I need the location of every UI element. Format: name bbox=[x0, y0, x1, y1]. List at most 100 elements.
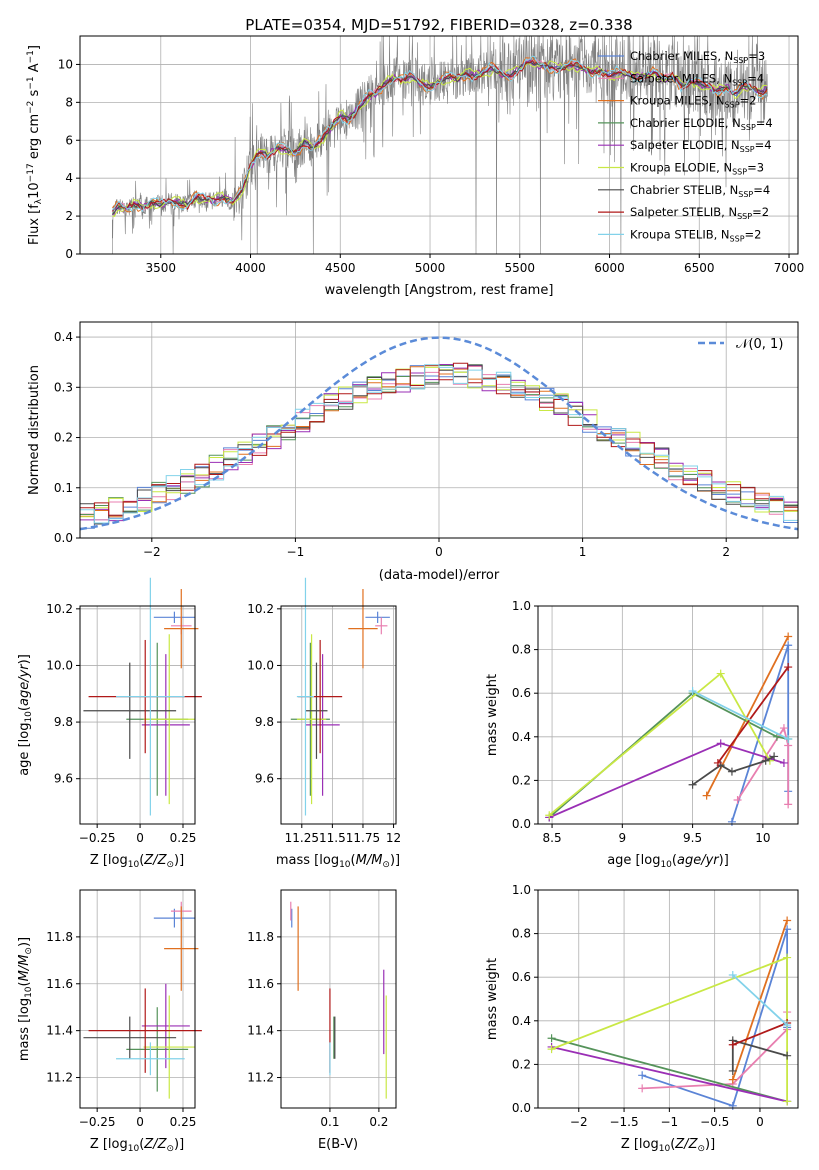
weight-line bbox=[551, 1046, 788, 1103]
weight-line bbox=[732, 1022, 788, 1046]
x-tick-label: 0.25 bbox=[170, 831, 197, 845]
plus-marker bbox=[783, 1021, 792, 1030]
y-tick-label: 11.4 bbox=[247, 1024, 274, 1038]
x-tick-label: 12 bbox=[386, 831, 401, 845]
weight-line bbox=[705, 636, 790, 797]
x-tick-label: 10 bbox=[755, 831, 770, 845]
y-tick-label: 0.1 bbox=[54, 481, 73, 495]
x-axis-label: mass [log10(M/M⊙)] bbox=[276, 853, 400, 870]
plus-marker bbox=[728, 1040, 737, 1049]
plus-marker bbox=[784, 800, 793, 809]
x-tick-label: 2 bbox=[722, 545, 730, 559]
x-tick-label: 6000 bbox=[594, 261, 625, 275]
y-tick-label: 9.8 bbox=[54, 715, 73, 729]
plus-marker bbox=[761, 756, 770, 765]
age-weight-panel: 8.5 9 9.5 10 0.0 0.2 0.4 0.6 0.8 1.0 age [log10(a… bbox=[485, 599, 799, 870]
model-line bbox=[111, 55, 768, 213]
x-axis-label: age [log10(age/yr)] bbox=[607, 853, 729, 870]
x-tick-label: 0.25 bbox=[170, 1115, 197, 1129]
z-age-panel: −0.25 0 0.25 9.6 9.8 10.0 10.2 Z [log10(Z/Z⊙)]… bbox=[17, 577, 202, 870]
x-tick-label: −0.25 bbox=[79, 1115, 116, 1129]
legend-label: Kroupa STELIB, NSSP=2 bbox=[630, 227, 761, 243]
legend-label: Salpeter ELODIE, NSSP=4 bbox=[630, 138, 772, 154]
y-tick-label: 1.0 bbox=[512, 599, 531, 613]
plus-marker bbox=[784, 734, 793, 743]
y-tick-label: 11.8 bbox=[46, 930, 73, 944]
legend-label: Chabrier MILES, NSSP=3 bbox=[630, 49, 765, 65]
y-tick-label: 0.0 bbox=[54, 531, 73, 545]
plus-marker bbox=[688, 780, 697, 789]
plus-marker bbox=[784, 641, 793, 650]
weight-line bbox=[717, 666, 789, 764]
plus-marker bbox=[716, 739, 725, 748]
y-axis-label: mass weight bbox=[485, 674, 500, 756]
y-tick-label: 4 bbox=[65, 171, 73, 185]
mass-age-panel: 11.25 11.5 11.75 12 9.6 9.8 10.0 10.2 mass [log… bbox=[247, 577, 401, 870]
x-tick-label: −0.5 bbox=[700, 1115, 729, 1129]
x-tick-label: −2 bbox=[143, 545, 161, 559]
x-axis-label: (data-model)/error bbox=[379, 568, 500, 583]
x-tick-label: 4500 bbox=[325, 261, 356, 275]
y-tick-label: 0.4 bbox=[512, 1014, 531, 1028]
normal-curve bbox=[80, 336, 798, 531]
x-axis-label: Z [log10(Z/Z⊙)] bbox=[90, 853, 184, 870]
plus-marker bbox=[784, 663, 793, 672]
residuals-panel: −2 −1 0 1 2 0.0 0.1 0.2 0.3 0.4 𝒩(0, 1) (data-mod… bbox=[27, 321, 799, 583]
x-tick-label: 0 bbox=[756, 1115, 764, 1129]
z-weight-panel: −2 −1.5 −1 −0.5 0 0.0 0.2 0.4 0.6 0.8 1.0 Z [log10… bbox=[485, 883, 799, 1154]
legend-label: Salpeter STELIB, NSSP=2 bbox=[630, 205, 769, 221]
y-axis-label: age [log10(age/yr)] bbox=[17, 654, 34, 776]
x-tick-label: −0.25 bbox=[79, 831, 116, 845]
x-tick-label: 5500 bbox=[505, 261, 536, 275]
x-tick-label: −1 bbox=[287, 545, 305, 559]
y-tick-label: 10.2 bbox=[46, 602, 73, 616]
legend-label: Salpeter MILES, NSSP=4 bbox=[630, 71, 764, 87]
x-tick-label: −2 bbox=[570, 1115, 588, 1129]
y-axis-label: mass [log10(M/M⊙)] bbox=[17, 937, 34, 1061]
model-line bbox=[111, 59, 768, 216]
plus-marker bbox=[783, 1051, 792, 1060]
legend-label: Chabrier ELODIE, NSSP=4 bbox=[630, 116, 773, 132]
y-tick-label: 0.2 bbox=[512, 1057, 531, 1071]
weight-line bbox=[551, 1037, 788, 1103]
y-tick-label: 11.6 bbox=[46, 977, 73, 991]
plus-marker bbox=[545, 811, 554, 820]
z-mass-panel: −0.25 0 0.25 11.2 11.4 11.6 11.8 Z [log10(Z/Z⊙… bbox=[17, 889, 202, 1154]
x-tick-label: 6500 bbox=[684, 261, 715, 275]
plus-marker bbox=[783, 953, 792, 962]
y-tick-label: 1.0 bbox=[512, 883, 531, 897]
y-tick-label: 2 bbox=[65, 209, 73, 223]
plus-marker bbox=[638, 1084, 647, 1093]
y-tick-label: 9.6 bbox=[54, 772, 73, 786]
y-axis-label: Flux [fλ10−17 erg cm−2 s−1 A−1] bbox=[26, 45, 44, 245]
plus-marker bbox=[733, 796, 742, 805]
y-tick-label: 0.2 bbox=[512, 773, 531, 787]
weight-line bbox=[692, 690, 789, 740]
x-tick-label: 11.75 bbox=[346, 831, 380, 845]
plus-marker bbox=[783, 1097, 792, 1106]
plus-marker bbox=[727, 767, 736, 776]
plus-marker bbox=[688, 687, 697, 696]
x-tick-label: 1 bbox=[579, 545, 587, 559]
plus-marker bbox=[783, 916, 792, 925]
x-tick-label: 11.25 bbox=[285, 831, 319, 845]
y-tick-label: 0.4 bbox=[54, 330, 73, 344]
plus-marker bbox=[716, 669, 725, 678]
x-tick-label: 0 bbox=[136, 1115, 144, 1129]
plus-marker bbox=[779, 758, 788, 767]
x-axis-label: wavelength [Angstrom, rest frame] bbox=[325, 283, 554, 298]
x-tick-label: 0.1 bbox=[320, 1115, 339, 1129]
y-axis-label: mass weight bbox=[485, 958, 500, 1040]
y-axis-label: Normed distribution bbox=[27, 365, 42, 495]
plus-marker bbox=[638, 1071, 647, 1080]
weight-line bbox=[548, 742, 785, 819]
x-tick-label: 4000 bbox=[235, 261, 266, 275]
legend: Chabrier MILES, NSSP=3 Salpeter MILES, NS… bbox=[598, 49, 773, 243]
plus-marker bbox=[728, 1066, 737, 1075]
y-tick-label: 0.2 bbox=[54, 431, 73, 445]
y-tick-label: 0.8 bbox=[512, 643, 531, 657]
y-tick-label: 0.6 bbox=[512, 970, 531, 984]
x-tick-label: 3500 bbox=[146, 261, 177, 275]
legend-label: Kroupa ELODIE, NSSP=3 bbox=[630, 161, 764, 177]
y-tick-label: 0.0 bbox=[512, 817, 531, 831]
